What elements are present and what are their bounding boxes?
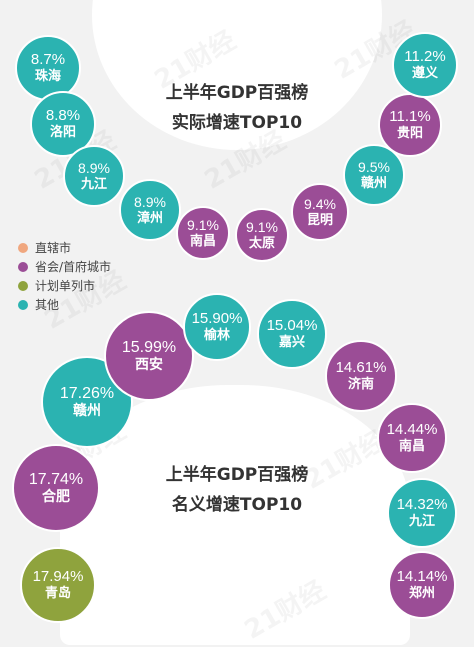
chart2-title-line2: 名义增速TOP10	[171, 495, 303, 515]
legend: 直辖市省会/首府城市 计划单列市其他	[18, 238, 111, 314]
chart1-city-label: 太原	[248, 235, 275, 251]
chart2-bubble-4: 15.90% 榆林	[183, 293, 251, 361]
legend-label: 计划单列市	[35, 279, 96, 293]
chart1-city-label: 南昌	[189, 233, 216, 249]
chart2-bubble-7: 14.44% 南昌	[377, 403, 447, 473]
chart1-bubble-0: 8.7% 珠海	[15, 35, 81, 101]
chart2-value-label: 17.94%	[32, 568, 84, 586]
legend-swatch	[18, 242, 28, 253]
chart2-title: 上半年GDP百强榜 名义增速TOP10	[137, 460, 337, 520]
chart1-title: 上半年GDP百强榜 实际增速TOP10	[137, 78, 337, 138]
chart2-value-label: 14.61%	[335, 359, 387, 377]
chart1-city-label: 九江	[80, 176, 107, 192]
chart2-bubble-3: 15.99% 西安	[104, 311, 194, 401]
chart2-city-label: 合肥	[42, 489, 70, 506]
chart1-bubble-9: 11.2% 遵义	[392, 32, 458, 98]
chart1-city-label: 赣州	[360, 175, 387, 191]
legend-swatch	[18, 299, 28, 310]
chart2-city-label: 赣州	[73, 403, 101, 420]
chart1-city-label: 漳州	[136, 210, 163, 226]
chart1-bubble-2: 8.9% 九江	[63, 145, 125, 207]
chart2-value-label: 14.32%	[396, 496, 448, 514]
chart1-title-line2: 实际增速TOP10	[171, 113, 303, 133]
chart1-value-label: 9.5%	[358, 158, 390, 175]
legend-swatch	[18, 280, 28, 291]
legend-label: 直辖市	[35, 241, 72, 255]
chart1-bubble-7: 9.5% 赣州	[343, 144, 405, 206]
chart2-city-label: 西安	[135, 357, 163, 374]
chart2-city-label: 嘉兴	[278, 335, 305, 351]
legend-item: 省会/首府城市	[18, 257, 111, 276]
chart2-city-label: 九江	[408, 514, 435, 530]
chart1-value-label: 9.4%	[304, 195, 336, 212]
chart1-bubble-3: 8.9% 漳州	[119, 179, 181, 241]
chart2-city-label: 青岛	[44, 586, 71, 602]
chart2-city-label: 南昌	[398, 439, 425, 455]
chart2-value-label: 15.90%	[191, 310, 243, 328]
chart2-bubble-5: 15.04% 嘉兴	[257, 299, 327, 369]
chart2-bubble-0: 17.94% 青岛	[20, 547, 96, 623]
chart1-city-label: 珠海	[34, 69, 61, 85]
chart2-value-label: 15.04%	[266, 317, 318, 335]
chart1-bubble-8: 11.1% 贵阳	[378, 93, 442, 157]
chart2-value-label: 14.44%	[386, 421, 438, 439]
chart1-city-label: 遵义	[411, 66, 438, 82]
legend-label: 省会/首府城市	[35, 260, 112, 274]
chart1-value-label: 9.1%	[187, 216, 219, 233]
chart1-title-line1: 上半年GDP百强榜	[165, 83, 309, 103]
chart1-city-label: 昆明	[306, 212, 333, 228]
legend-item: 其他	[18, 295, 111, 314]
chart2-city-label: 济南	[347, 377, 374, 393]
legend-item: 计划单列市	[18, 276, 111, 295]
legend-swatch	[18, 261, 28, 272]
chart1-value-label: 8.7%	[30, 51, 66, 69]
chart1-city-label: 贵阳	[396, 126, 423, 142]
chart2-city-label: 榆林	[203, 328, 230, 344]
chart1-bubble-4: 9.1% 南昌	[176, 206, 230, 260]
chart1-city-label: 洛阳	[49, 125, 76, 141]
chart2-value-label: 17.26%	[59, 385, 115, 402]
chart1-bubble-5: 9.1% 太原	[235, 208, 289, 262]
chart2-bubble-8: 14.32% 九江	[387, 478, 457, 548]
legend-label: 其他	[35, 298, 60, 312]
chart1-value-label: 11.2%	[404, 48, 446, 66]
chart2-bubble-6: 14.61% 济南	[325, 340, 397, 412]
chart2-city-label: 郑州	[408, 586, 435, 602]
chart1-bubble-6: 9.4% 昆明	[291, 183, 349, 241]
chart2-value-label: 17.74%	[28, 471, 84, 488]
chart2-bubble-1: 17.74% 合肥	[12, 444, 100, 532]
legend-item: 直辖市	[18, 238, 111, 257]
chart2-value-label: 14.14%	[396, 568, 448, 586]
chart1-value-label: 9.1%	[246, 218, 278, 235]
chart2-value-label: 15.99%	[121, 339, 177, 356]
chart2-bubble-9: 14.14% 郑州	[388, 551, 456, 619]
chart1-value-label: 8.9%	[78, 159, 110, 176]
chart2-title-line1: 上半年GDP百强榜	[165, 465, 309, 485]
chart1-value-label: 11.1%	[389, 108, 431, 126]
chart1-value-label: 8.9%	[134, 193, 166, 210]
chart1-value-label: 8.8%	[45, 107, 81, 125]
